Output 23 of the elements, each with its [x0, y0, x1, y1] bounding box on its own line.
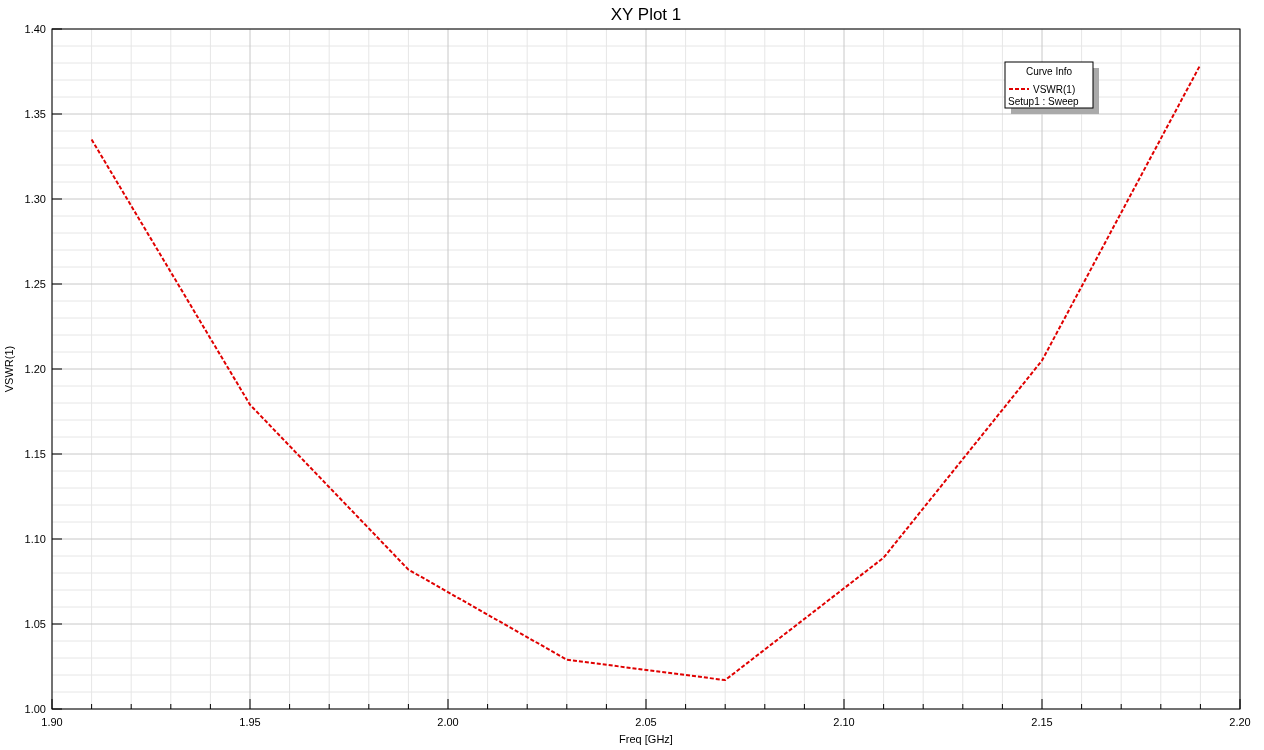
x-tick-label: 2.10: [833, 716, 855, 728]
x-tick-label: 1.95: [239, 716, 261, 728]
annotation: Setup1 : Sweep: [1008, 96, 1080, 107]
y-tick-label: 1.40: [24, 23, 46, 35]
x-tick-label: 2.20: [1229, 716, 1251, 728]
y-tick-label: 1.00: [24, 703, 46, 715]
x-tick-label: 1.90: [41, 716, 63, 728]
y-tick-label: 1.20: [24, 363, 46, 375]
y-tick-label: 1.05: [24, 618, 46, 630]
x-tick-label: 2.15: [1031, 716, 1053, 728]
line-series: [90, 63, 1202, 682]
y-tick-label: 1.10: [24, 533, 46, 545]
legend-title: Curve Info: [1025, 66, 1073, 77]
y-tick-label: 1.30: [24, 193, 46, 205]
y-tick-label: 1.15: [24, 448, 46, 460]
legend-label: VSWR(1): [1033, 84, 1076, 95]
y-tick-label: 1.35: [24, 108, 46, 120]
chart-title: XY Plot 1: [610, 5, 682, 24]
x-tick-label: 2.00: [437, 716, 459, 728]
y-axis-title: VSWR(1): [3, 345, 15, 393]
x-tick-label: 2.05: [635, 716, 657, 728]
y-tick-label: 1.25: [24, 278, 46, 290]
x-axis-title: Freq [GHz]: [619, 733, 673, 745]
